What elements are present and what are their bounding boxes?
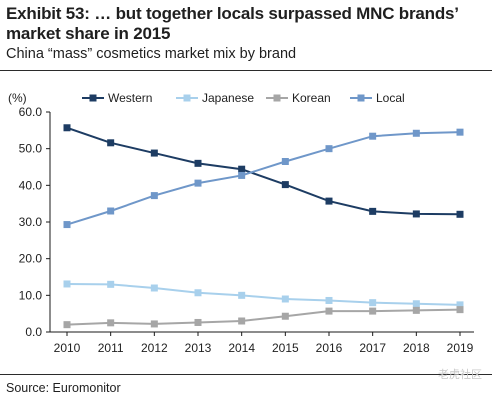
x-tick-label: 2011	[98, 341, 124, 355]
x-tick-label: 2018	[403, 341, 430, 355]
korean-data-point	[281, 312, 289, 320]
japanese-legend-marker	[183, 94, 191, 102]
y-tick-label: 0.0	[25, 325, 42, 339]
local-data-point	[107, 207, 115, 215]
korean-data-point	[412, 306, 420, 314]
japanese-data-point	[150, 284, 158, 292]
local-legend-marker	[357, 94, 365, 102]
chart-series	[63, 124, 464, 329]
western-data-point	[194, 159, 202, 167]
y-tick-label: 50.0	[19, 142, 43, 156]
western-data-point	[107, 139, 115, 147]
local-data-point	[63, 221, 71, 229]
local-data-point	[194, 179, 202, 187]
chart-axes: 0.0 10.0 20.0 30.0 40.0 50.0 60.0 2010 2011 2012 2…	[19, 105, 474, 355]
x-tick-label: 2017	[359, 341, 386, 355]
japanese-data-point	[412, 300, 420, 308]
western-data-point	[369, 207, 377, 215]
line-chart: (%) Western Japanese Korean Local 0.0 10.0 20…	[8, 91, 474, 355]
japanese-data-point	[281, 295, 289, 303]
source-note: Source: Euromonitor	[6, 381, 121, 395]
japanese-data-point	[456, 301, 464, 309]
korean-data-point	[238, 317, 246, 325]
local-data-point	[456, 128, 464, 136]
local-data-point	[369, 132, 377, 140]
local-data-point	[150, 192, 158, 200]
chart-subtitle: China “mass” cosmetics market mix by bra…	[6, 46, 297, 62]
korean-data-point	[63, 321, 71, 329]
y-tick-label: 40.0	[19, 178, 43, 192]
y-tick-label: 10.0	[19, 288, 43, 302]
x-tick-label: 2019	[447, 341, 474, 355]
y-tick-label: 60.0	[19, 105, 43, 119]
japanese-data-point	[238, 291, 246, 299]
korean-data-point	[325, 307, 333, 315]
korean-legend-marker	[273, 94, 281, 102]
x-tick-label: 2010	[54, 341, 81, 355]
western-data-point	[456, 210, 464, 218]
japanese-series-line	[66, 282, 461, 306]
x-tick-label: 2015	[272, 341, 299, 355]
local-legend-label: Local	[376, 91, 405, 105]
local-data-point	[412, 129, 420, 137]
western-data-point	[63, 124, 71, 132]
local-data-point	[281, 158, 289, 165]
local-data-point	[238, 171, 246, 179]
korean-data-point	[107, 319, 115, 327]
local-data-point	[325, 145, 333, 153]
korean-legend-label: Korean	[292, 91, 331, 105]
chart-legend: Western Japanese Korean Local	[82, 91, 405, 105]
korean-data-point	[456, 306, 464, 314]
local-series-line	[66, 131, 461, 226]
x-tick-label: 2014	[228, 341, 255, 355]
korean-data-point	[369, 307, 377, 315]
y-tick-label: 30.0	[19, 215, 43, 229]
bottom-divider	[0, 374, 492, 375]
y-tick-label: 20.0	[19, 252, 43, 266]
western-data-point	[281, 181, 289, 189]
western-series-line	[66, 126, 461, 216]
japanese-data-point	[63, 280, 71, 288]
western-legend-marker	[89, 94, 97, 102]
x-tick-label: 2013	[185, 341, 212, 355]
korean-data-point	[150, 320, 158, 328]
korean-series-line	[66, 308, 461, 326]
western-data-point	[238, 165, 246, 173]
western-data-point	[150, 149, 158, 157]
japanese-data-point	[325, 296, 333, 304]
x-tick-label: 2016	[316, 341, 343, 355]
x-tick-label: 2012	[141, 341, 168, 355]
japanese-data-point	[107, 280, 115, 288]
japanese-data-point	[369, 299, 377, 307]
western-legend-label: Western	[108, 91, 152, 105]
japanese-data-point	[194, 289, 202, 297]
top-divider	[0, 70, 492, 71]
western-data-point	[325, 197, 333, 205]
watermark: 老虎社区	[438, 369, 482, 381]
y-axis-label: (%)	[8, 91, 27, 105]
western-data-point	[412, 210, 420, 218]
japanese-legend-label: Japanese	[202, 91, 254, 105]
korean-data-point	[194, 318, 202, 326]
page-title: Exhibit 53: … but together locals surpas…	[6, 4, 458, 43]
